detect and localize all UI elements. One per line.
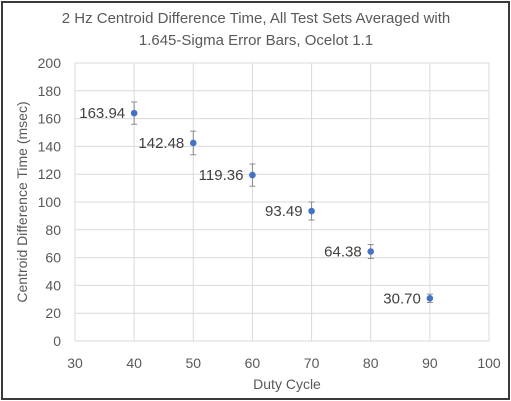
y-tick-label: 20 xyxy=(45,305,61,321)
x-tick-label: 90 xyxy=(422,355,438,371)
data-label: 119.36 xyxy=(199,167,244,184)
x-tick-label: 40 xyxy=(126,355,142,371)
x-tick-label: 100 xyxy=(477,355,501,371)
y-tick-label: 60 xyxy=(45,250,61,266)
data-point xyxy=(249,171,256,179)
y-tick-label: 40 xyxy=(45,277,61,293)
y-tick-label: 100 xyxy=(38,194,62,210)
x-tick-label: 70 xyxy=(304,355,320,371)
data-label: 163.94 xyxy=(79,105,125,122)
chart-title-line-1: 2 Hz Centroid Difference Time, All Test … xyxy=(62,10,451,27)
y-axis-title: Centroid Difference Time (msec) xyxy=(14,101,30,302)
x-tick-label: 80 xyxy=(363,355,379,371)
y-tick-label: 140 xyxy=(38,138,62,154)
chart-title: 2 Hz Centroid Difference Time, All Test … xyxy=(62,10,451,49)
y-tick-label: 80 xyxy=(45,222,61,238)
y-axis-ticks: 0 20 40 60 80 100 120 140 160 180 200 xyxy=(38,55,62,349)
y-tick-label: 160 xyxy=(38,111,62,127)
data-point xyxy=(189,139,197,147)
y-tick-label: 0 xyxy=(53,333,61,349)
data-label: 142.48 xyxy=(138,135,184,152)
data-label: 30.70 xyxy=(383,290,421,307)
data-label: 64.38 xyxy=(324,244,362,261)
x-tick-label: 50 xyxy=(185,355,201,371)
data-point xyxy=(130,109,138,117)
chart-title-line-2: 1.645-Sigma Error Bars, Ocelot 1.1 xyxy=(139,32,373,49)
y-tick-label: 120 xyxy=(38,166,62,182)
y-tick-label: 180 xyxy=(38,83,62,99)
data-point xyxy=(308,207,315,215)
data-point xyxy=(367,248,375,255)
x-axis-title: Duty Cycle xyxy=(253,376,321,392)
x-tick-label: 60 xyxy=(245,355,261,371)
gridlines xyxy=(74,62,490,342)
data-labels: 163.94 142.48 119.36 93.49 64.38 30.70 xyxy=(79,105,421,307)
data-points xyxy=(130,109,434,302)
x-tick-label: 30 xyxy=(67,355,83,371)
y-tick-label: 200 xyxy=(38,55,62,71)
x-axis-ticks: 30 40 50 60 70 80 90 100 xyxy=(67,355,501,371)
data-label: 93.49 xyxy=(265,203,303,220)
data-point xyxy=(426,295,434,302)
